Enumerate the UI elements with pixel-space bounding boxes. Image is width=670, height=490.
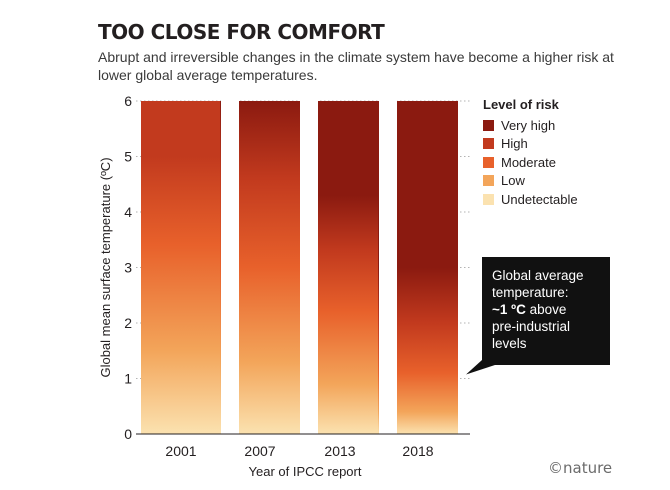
y-tick-label: 1: [124, 371, 132, 387]
y-tick-label: 6: [124, 93, 132, 109]
x-tick-label: 2013: [324, 443, 355, 459]
legend-label: High: [501, 136, 528, 152]
legend-swatch: [483, 119, 494, 131]
bar-gap: [221, 99, 239, 434]
legend-swatch: [483, 175, 494, 187]
y-axis-label: Global mean surface temperature (ºC): [98, 157, 113, 377]
legend-item: Very high: [483, 116, 578, 135]
legend-item: Low: [483, 172, 578, 191]
bar-2001: [141, 101, 221, 434]
legend-item: Moderate: [483, 153, 578, 172]
callout-line: ~1 ºC above: [492, 301, 600, 318]
legend-label: Undetectable: [501, 191, 578, 207]
bar-gap: [300, 99, 318, 434]
temperature-callout: Global average temperature: ~1 ºC above …: [482, 257, 610, 365]
x-tick-label: 2018: [402, 443, 433, 459]
callout-line: levels: [492, 336, 527, 351]
y-tick-label: 5: [124, 149, 132, 165]
x-tick-labels: 2001 2007 2013 2018: [165, 443, 433, 459]
legend-items: Very high High Moderate Low Undetectable: [483, 116, 578, 209]
legend: Level of risk Very high High Moderate Low Un…: [483, 97, 578, 209]
legend-swatch: [483, 156, 494, 168]
bars: [141, 99, 458, 434]
callout-strong: ~1 ºC: [492, 302, 526, 317]
legend-item: High: [483, 135, 578, 154]
y-tick-label: 4: [124, 204, 132, 220]
legend-swatch: [483, 138, 494, 150]
callout-rest: above: [525, 302, 567, 317]
chart-subtitle: Abrupt and irreversible changes in the c…: [98, 49, 614, 83]
callout-line: Global average: [492, 268, 584, 283]
callout-line: pre-industrial: [492, 319, 571, 334]
bar-gap: [379, 99, 397, 434]
y-tick-label: 2: [124, 315, 132, 331]
legend-title: Level of risk: [483, 97, 559, 112]
y-tick-labels: 0 1 2 3 4 5 6: [124, 93, 132, 442]
legend-label: Low: [501, 173, 525, 189]
nature-credit: ©nature: [548, 459, 613, 477]
legend-label: Moderate: [501, 154, 556, 170]
x-tick-label: 2007: [244, 443, 275, 459]
legend-swatch: [483, 193, 494, 205]
callout-line: temperature:: [492, 285, 569, 300]
x-axis-label: Year of IPCC report: [249, 464, 362, 479]
y-tick-label: 3: [124, 260, 132, 276]
y-tick-label: 0: [124, 426, 132, 442]
legend-label: Very high: [501, 117, 556, 133]
legend-item: Undetectable: [483, 190, 578, 209]
x-tick-label: 2001: [165, 443, 196, 459]
chart-title: TOO CLOSE FOR COMFORT: [98, 20, 385, 44]
